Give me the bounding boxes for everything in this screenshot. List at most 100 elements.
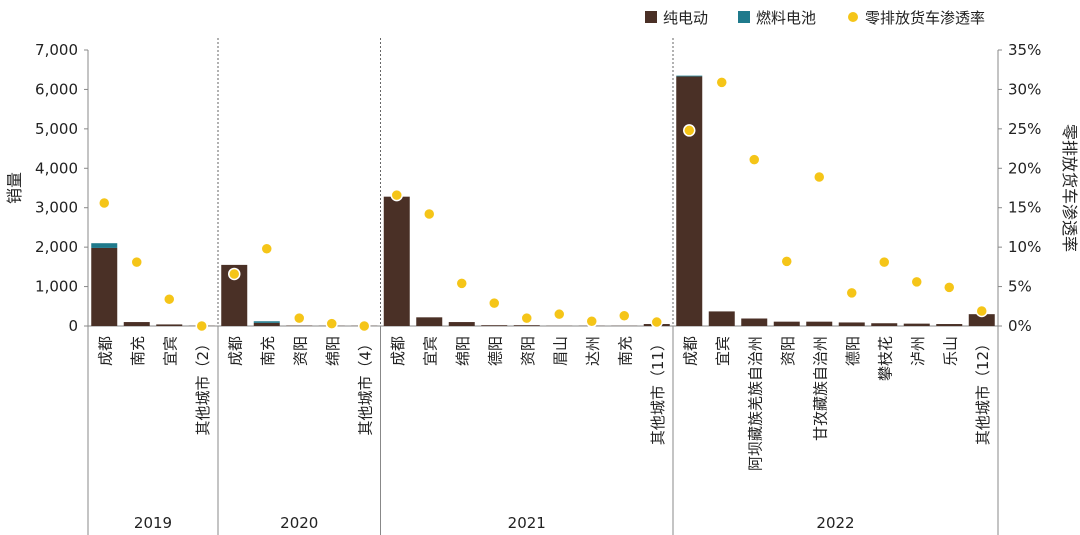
legend-marker-square (738, 11, 750, 23)
category-label: 资阳 (291, 336, 309, 366)
category-label: 成都 (226, 336, 244, 366)
penetration-point (650, 315, 663, 329)
bar-ev (676, 76, 703, 326)
category-label: 成都 (681, 336, 699, 366)
left-axis-title: 销量 (5, 172, 24, 204)
penetration-point (585, 315, 598, 328)
right-tick-label: 20% (1008, 159, 1041, 177)
right-tick-label: 15% (1008, 199, 1041, 217)
category-label: 南充 (259, 336, 277, 366)
category-label: 阿坝藏族羌族自治州 (746, 336, 764, 471)
left-tick-label: 2,000 (35, 238, 78, 256)
penetration-point (455, 277, 468, 290)
bar-ev (383, 196, 410, 326)
category-label: 绵阳 (324, 336, 342, 366)
bar-ev (741, 318, 768, 326)
category-label: 资阳 (519, 336, 537, 366)
category-label: 其他城市（4） (356, 336, 374, 436)
category-label: 成都 (389, 336, 407, 366)
left-tick-label: 3,000 (35, 199, 78, 217)
penetration-point (293, 311, 306, 325)
category-label: 绵阳 (454, 336, 472, 366)
penetration-point (943, 281, 956, 294)
legend-label: 燃料电池 (756, 9, 816, 27)
penetration-point (390, 188, 403, 202)
bar-ev (123, 322, 150, 326)
bar-ev (156, 324, 183, 326)
left-tick-label: 4,000 (35, 159, 78, 177)
bar-fuel-cell (253, 321, 280, 323)
penetration-point (878, 255, 891, 269)
category-label: 眉山 (551, 336, 569, 366)
legend-label: 零排放货车渗透率 (865, 9, 985, 27)
bar-ev (968, 314, 995, 326)
category-label: 德阳 (486, 336, 504, 366)
left-tick-label: 7,000 (35, 41, 78, 59)
category-label: 其他城市（11） (649, 336, 667, 445)
penetration-point (780, 255, 793, 268)
bar-ev (838, 322, 865, 326)
legend-label: 纯电动 (663, 9, 708, 27)
penetration-point (163, 292, 176, 306)
category-label: 宜宾 (161, 336, 179, 366)
year-label: 2020 (280, 514, 318, 532)
penetration-point (618, 309, 631, 322)
penetration-point (228, 267, 241, 281)
right-tick-label: 5% (1008, 278, 1032, 296)
category-label: 泸州 (909, 336, 927, 366)
year-label: 2021 (508, 514, 546, 532)
penetration-point (520, 311, 533, 325)
category-label: 宜宾 (421, 336, 439, 366)
bar-ev (91, 247, 118, 326)
category-label: 成都 (96, 336, 114, 366)
bar-ev (936, 324, 963, 326)
category-label: 攀枝花 (876, 336, 894, 381)
penetration-point (358, 319, 371, 333)
category-label: 达州 (584, 336, 602, 366)
left-tick-label: 0 (68, 317, 78, 335)
category-label: 德阳 (844, 336, 862, 366)
category-label: 乐山 (941, 336, 959, 366)
penetration-point (98, 196, 111, 210)
right-axis-title: 零排放货车渗透率 (1060, 124, 1079, 252)
bar-ev (871, 323, 898, 326)
year-label: 2019 (134, 514, 172, 532)
penetration-point (748, 153, 761, 166)
bar-ev (416, 317, 443, 326)
penetration-point (488, 296, 501, 310)
right-tick-label: 35% (1008, 41, 1041, 59)
penetration-point (553, 307, 566, 321)
legend-marker-circle (848, 12, 858, 22)
left-tick-label: 1,000 (35, 278, 78, 296)
category-label: 资阳 (779, 336, 797, 366)
penetration-point (683, 124, 696, 137)
penetration-point (260, 242, 273, 255)
category-label: 甘孜藏族自治州 (811, 336, 829, 441)
penetration-point (130, 255, 143, 269)
bar-ev (773, 321, 800, 326)
year-label: 2022 (816, 514, 854, 532)
bar-ev (253, 322, 280, 326)
category-label: 其他城市（2） (194, 336, 212, 436)
left-tick-label: 6,000 (35, 80, 78, 98)
right-tick-label: 30% (1008, 80, 1041, 98)
right-tick-label: 10% (1008, 238, 1041, 256)
legend-marker-square (645, 11, 657, 23)
bar-ev (806, 321, 833, 326)
bar-ev (448, 322, 475, 326)
right-tick-label: 0% (1008, 317, 1032, 335)
category-label: 宜宾 (714, 336, 732, 366)
category-label: 南充 (616, 336, 634, 366)
bar-ev (903, 323, 930, 326)
penetration-point (715, 76, 728, 89)
penetration-point (910, 275, 923, 289)
bar-ev (513, 325, 540, 326)
penetration-point (975, 304, 988, 318)
category-label: 南充 (129, 336, 147, 366)
bar-fuel-cell (676, 75, 703, 77)
right-tick-label: 25% (1008, 120, 1041, 138)
bar-ev (708, 311, 735, 326)
penetration-point (195, 319, 208, 333)
bar-fuel-cell (91, 243, 118, 248)
